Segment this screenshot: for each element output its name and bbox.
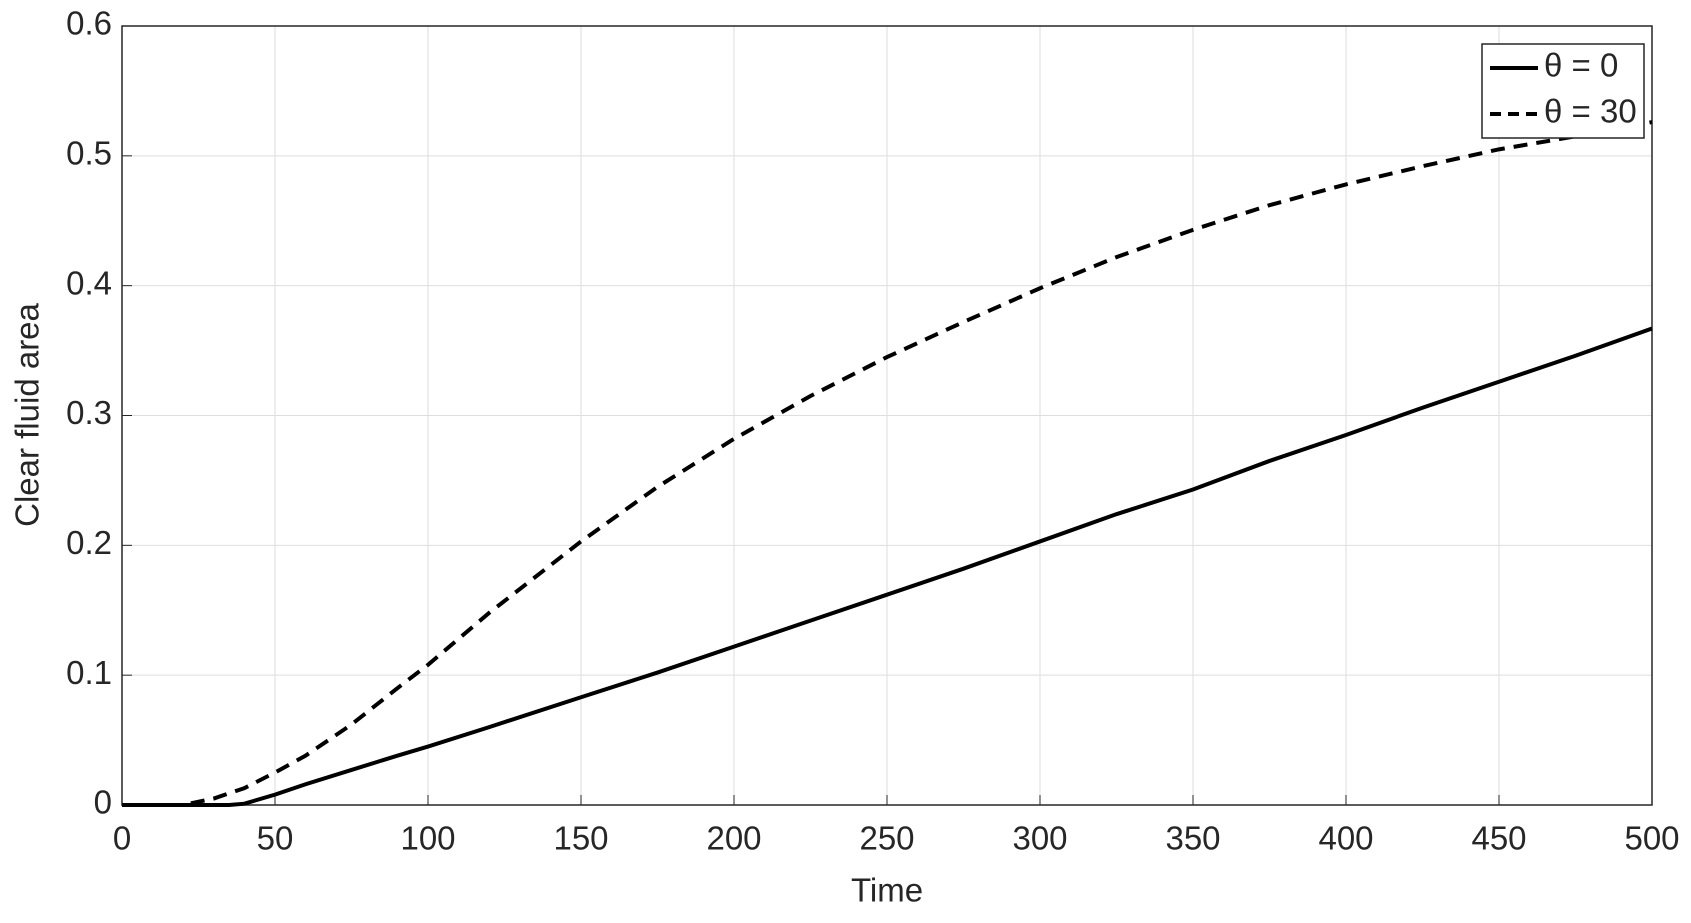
- y-tick-label: 0.3: [66, 394, 112, 431]
- y-tick-label: 0.6: [66, 5, 112, 42]
- y-tick-label: 0: [94, 784, 112, 821]
- x-tick-label: 350: [1165, 820, 1220, 857]
- series-line: [122, 120, 1653, 807]
- x-tick-label: 200: [706, 820, 761, 857]
- x-tick-label: 450: [1471, 820, 1526, 857]
- y-axis-label: Clear fluid area: [9, 302, 46, 526]
- legend-label: θ = 30: [1544, 93, 1637, 130]
- legend-box: [1481, 43, 1645, 139]
- y-tick-label: 0.5: [66, 135, 112, 172]
- x-tick-label: 50: [257, 820, 294, 857]
- x-tick-label: 0: [113, 820, 131, 857]
- y-tick-label: 0.1: [66, 654, 112, 691]
- x-tick-label: 100: [400, 820, 455, 857]
- x-tick-label: 400: [1318, 820, 1373, 857]
- y-tick-label: 0.4: [66, 264, 112, 301]
- series-line: [122, 326, 1653, 807]
- x-tick-label: 500: [1624, 820, 1679, 857]
- x-axis-label: Time: [851, 872, 923, 909]
- x-tick-label: 250: [859, 820, 914, 857]
- x-tick-label: 150: [553, 820, 608, 857]
- y-tick-label: 0.2: [66, 524, 112, 561]
- x-tick-label: 300: [1012, 820, 1067, 857]
- plot-frame: [121, 25, 1653, 806]
- legend-label: θ = 0: [1544, 47, 1618, 84]
